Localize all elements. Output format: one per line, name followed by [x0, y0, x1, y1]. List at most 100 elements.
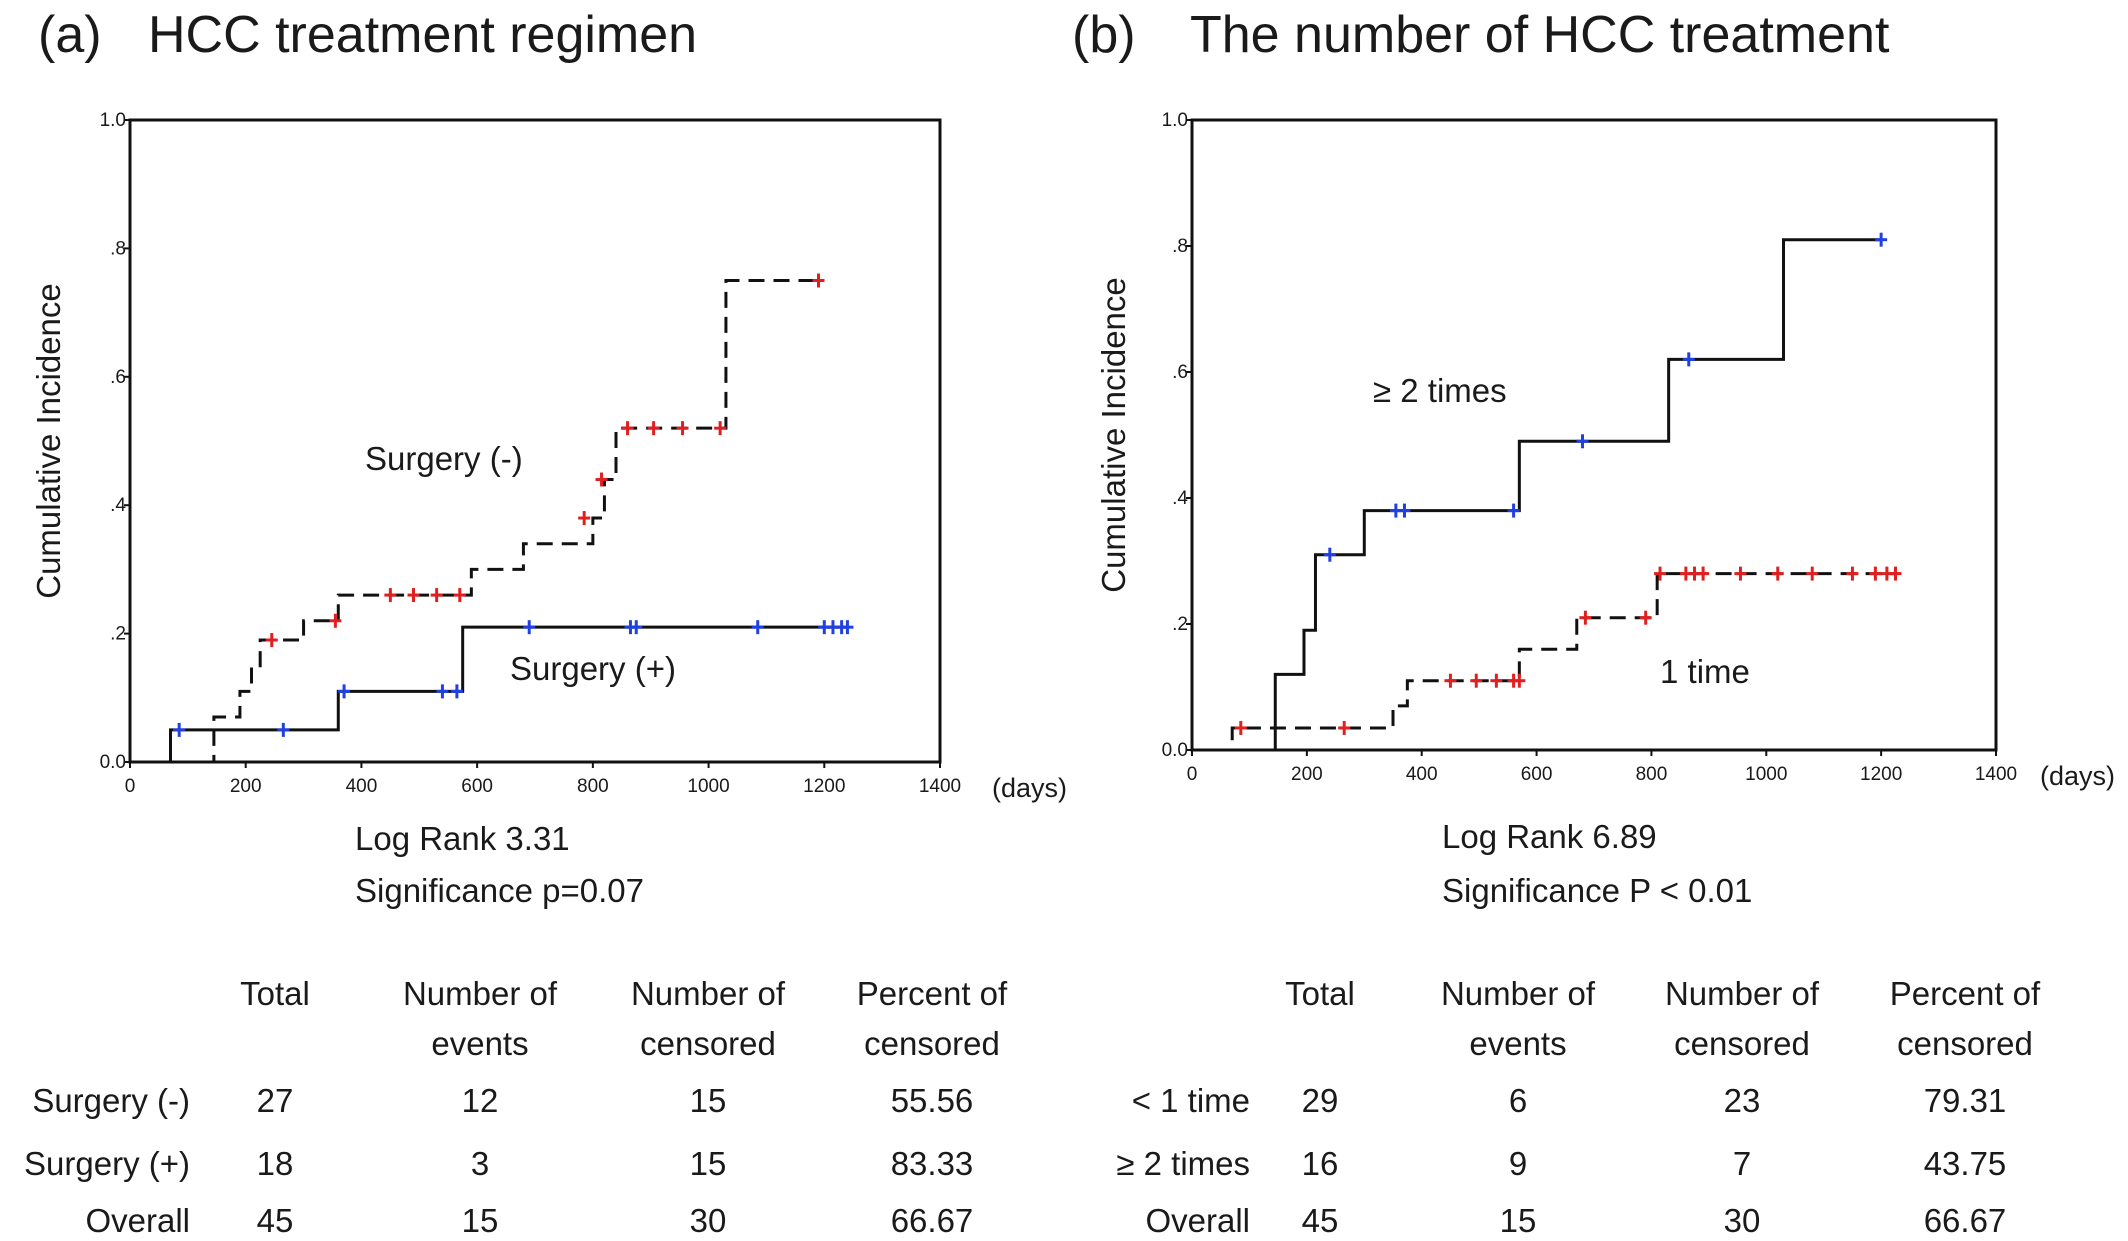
x-tick-label: 1400: [1975, 764, 2017, 785]
x-axis-unit: (days): [2040, 761, 2115, 791]
y-tick-label: .8: [110, 238, 126, 259]
censor-mark: [1697, 566, 1710, 581]
table-cell: 66.67: [1924, 1202, 2007, 1239]
table-cell: 15: [462, 1202, 499, 1239]
panel-b: (b) The number of HCC treatment Cumulative…: [1072, 6, 2115, 1239]
log-rank-text: Log Rank 6.89: [1442, 818, 1657, 855]
series-label: ≥ 2 times: [1373, 372, 1507, 409]
censor-mark: [384, 588, 397, 603]
panel-label: (b): [1072, 6, 1136, 64]
x-tick-label: 1400: [919, 776, 961, 797]
chart-title: The number of HCC treatment: [1190, 6, 1890, 64]
x-tick-label: 600: [461, 776, 493, 797]
panel-a: (a) HCC treatment regimen Cumulative Incid…: [24, 6, 1067, 1239]
chart-title: HCC treatment regimen: [148, 6, 697, 64]
table-cell: 55.56: [891, 1082, 974, 1119]
series-line-2: [130, 625, 848, 764]
censor-mark: [1513, 673, 1526, 688]
y-tick-label: .2: [110, 624, 126, 645]
table-header: censored: [640, 1025, 776, 1062]
censor-mark: [1806, 566, 1819, 581]
x-tick-label: 200: [230, 776, 262, 797]
table-header: events: [1469, 1025, 1566, 1062]
table-cell: 3: [471, 1145, 489, 1182]
table-cell: 27: [257, 1082, 294, 1119]
censor-mark: [812, 273, 825, 288]
x-tick-label: 0: [125, 776, 136, 797]
y-tick-label: 0.0: [1162, 740, 1188, 761]
censor-mark: [676, 421, 689, 436]
x-tick-label: 400: [346, 776, 378, 797]
plot-frame: [128, 118, 942, 764]
x-tick-label: 800: [577, 776, 609, 797]
series-line-1: [1192, 238, 1882, 752]
table-header: censored: [1674, 1025, 1810, 1062]
table-row-label: < 1 time: [1132, 1082, 1250, 1119]
series-label: 1 time: [1660, 653, 1750, 690]
y-tick-label: .6: [110, 367, 126, 388]
x-tick-label: 1000: [687, 776, 729, 797]
censor-mark: [595, 472, 608, 487]
censor-mark: [1234, 720, 1247, 735]
censor-mark: [647, 421, 660, 436]
censor-mark: [436, 684, 449, 699]
y-axis-label: Cumulative Incidence: [30, 283, 67, 599]
censor-mark: [407, 588, 420, 603]
table-header: Number of: [1441, 975, 1596, 1012]
summary-table: Total Number of events Number of censored Per…: [24, 975, 1008, 1239]
series-line-2: [1192, 572, 1899, 752]
censor-mark: [1579, 610, 1592, 625]
table-cell: 79.31: [1924, 1082, 2007, 1119]
censor-mark: [1889, 566, 1902, 581]
table-header: Number of: [1665, 975, 1820, 1012]
table-row-label: ≥ 2 times: [1116, 1145, 1250, 1182]
table-header: Number of: [631, 975, 786, 1012]
x-axis-unit: (days): [992, 773, 1067, 803]
table-cell: 18: [257, 1145, 294, 1182]
censor-mark: [338, 684, 351, 699]
censor-mark: [1490, 673, 1503, 688]
censor-mark: [1875, 232, 1888, 247]
panel-label: (a): [38, 6, 102, 64]
censor-mark: [1846, 566, 1859, 581]
censor-mark: [1444, 673, 1457, 688]
y-tick-label: 0.0: [100, 752, 126, 773]
table-header: Number of: [403, 975, 558, 1012]
y-tick-label: .8: [1172, 236, 1188, 257]
table-cell: 43.75: [1924, 1145, 2007, 1182]
x-tick-label: 600: [1521, 764, 1553, 785]
censor-mark: [1507, 503, 1520, 518]
series-label: Surgery (-): [365, 440, 523, 477]
series-line-1: [130, 279, 819, 764]
censor-mark: [1734, 566, 1747, 581]
table-header: Percent of: [1890, 975, 2041, 1012]
censor-mark: [1869, 566, 1882, 581]
table-cell: 15: [690, 1082, 727, 1119]
censor-mark: [430, 588, 443, 603]
table-header: Total: [240, 975, 310, 1012]
table-cell: 66.67: [891, 1202, 974, 1239]
censor-mark: [453, 588, 466, 603]
table-header: censored: [1897, 1025, 2033, 1062]
table-cell: 30: [1724, 1202, 1761, 1239]
x-tick-label: 1200: [803, 776, 845, 797]
y-tick-label: .4: [1172, 488, 1188, 509]
x-tick-label: 400: [1406, 764, 1438, 785]
table-cell: 30: [690, 1202, 727, 1239]
table-row-label: Overall: [85, 1202, 190, 1239]
table-cell: 15: [690, 1145, 727, 1182]
x-tick-label: 200: [1291, 764, 1323, 785]
censor-mark: [1338, 720, 1351, 735]
table-cell: 29: [1302, 1082, 1339, 1119]
censor-mark: [329, 613, 342, 628]
significance-text: Significance p=0.07: [355, 872, 644, 909]
censor-mark: [621, 421, 634, 436]
table-cell: 7: [1733, 1145, 1751, 1182]
censor-mark: [1470, 673, 1483, 688]
table-header: Total: [1285, 975, 1355, 1012]
censor-mark: [751, 620, 764, 635]
table-cell: 23: [1724, 1082, 1761, 1119]
y-tick-label: 1.0: [100, 110, 126, 131]
table-cell: 15: [1500, 1202, 1537, 1239]
